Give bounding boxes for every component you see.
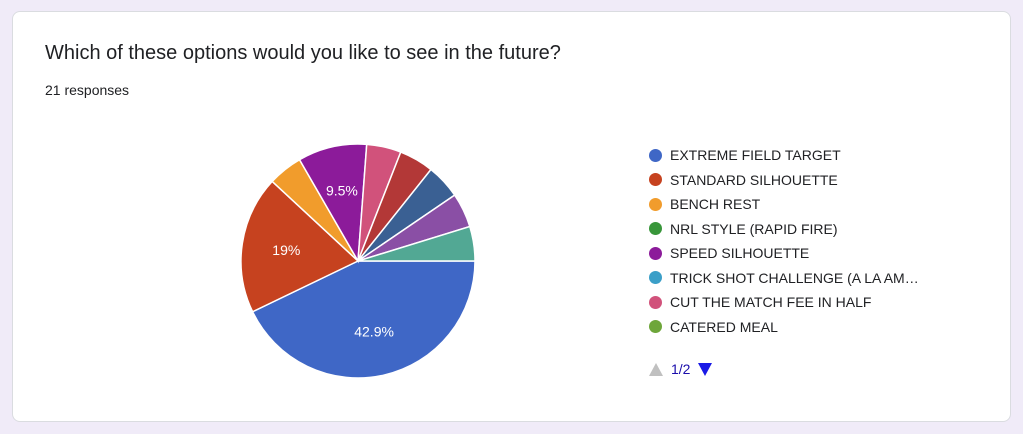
question-card: Which of these options would you like to… — [12, 11, 1011, 422]
legend-swatch-2 — [649, 197, 662, 211]
legend-next-icon[interactable] — [698, 362, 713, 376]
legend-label-4: SPEED SILHOUETTE — [670, 245, 810, 262]
legend-swatch-7 — [649, 320, 662, 334]
legend-swatch-1 — [649, 173, 662, 187]
pie-slice-label-4: 9.5% — [326, 182, 358, 198]
legend-item-1: STANDARD SILHOUETTE — [649, 168, 919, 193]
legend-label-3: NRL STYLE (RAPID FIRE) — [670, 220, 838, 237]
pie-slice-11[interactable] — [357, 225, 476, 262]
pie-slice-label-0: 42.9% — [354, 324, 394, 340]
legend-swatch-0 — [649, 148, 662, 162]
legend-item-2: BENCH REST — [649, 192, 919, 217]
legend-pager: 1/2 — [649, 361, 713, 377]
legend-swatch-3 — [649, 222, 662, 236]
legend-item-6: CUT THE MATCH FEE IN HALF — [649, 290, 919, 315]
pie-slice-1[interactable] — [240, 180, 360, 313]
legend-item-5: TRICK SHOT CHALLENGE (A LA AM… — [649, 266, 919, 291]
legend-item-0: EXTREME FIELD TARGET — [649, 143, 919, 168]
legend-label-5: TRICK SHOT CHALLENGE (A LA AM… — [670, 269, 919, 286]
legend-label-7: CATERED MEAL — [670, 318, 778, 335]
legend-item-3: NRL STYLE (RAPID FIRE) — [649, 217, 919, 242]
legend-label-2: BENCH REST — [670, 196, 761, 213]
legend-swatch-4 — [649, 246, 662, 260]
legend-label-1: STANDARD SILHOUETTE — [670, 171, 838, 188]
legend-item-7: CATERED MEAL — [649, 315, 919, 340]
legend-label-6: CUT THE MATCH FEE IN HALF — [670, 294, 872, 311]
chart-legend: EXTREME FIELD TARGET STANDARD SILHOUETTE B… — [649, 143, 919, 339]
question-title: Which of these options would you like to… — [45, 42, 561, 64]
legend-swatch-5 — [649, 271, 662, 285]
legend-label-0: EXTREME FIELD TARGET — [670, 147, 841, 164]
pie-slice-0[interactable] — [251, 260, 476, 379]
pie-chart: 42.9% 19% 9.5% — [240, 143, 476, 379]
legend-item-4: SPEED SILHOUETTE — [649, 241, 919, 266]
pie-slice-label-1: 19% — [272, 242, 300, 258]
legend-swatch-6 — [649, 295, 662, 309]
legend-prev-icon — [649, 362, 663, 376]
response-count: 21 responses — [45, 82, 130, 98]
legend-page-indicator: 1/2 — [671, 361, 691, 377]
